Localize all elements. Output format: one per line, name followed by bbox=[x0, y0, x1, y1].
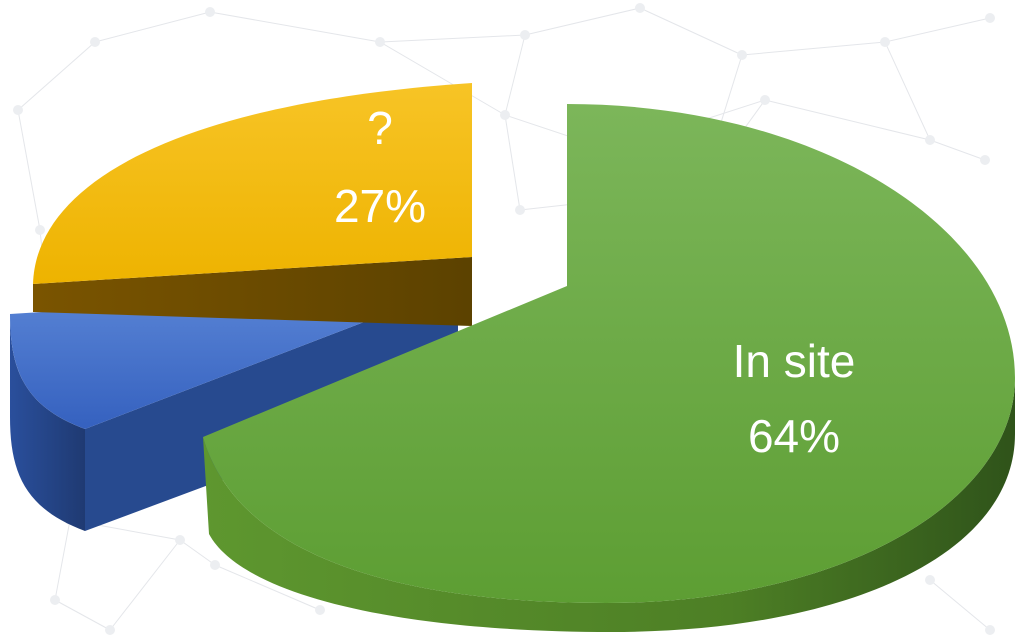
network-dot bbox=[90, 37, 100, 47]
pie-label-question-name: ? bbox=[367, 102, 393, 154]
network-line bbox=[109, 539, 181, 631]
network-dot bbox=[985, 625, 995, 635]
network-dot bbox=[737, 50, 747, 60]
pie-slice-question bbox=[33, 83, 472, 326]
network-dot bbox=[925, 575, 935, 585]
network-dot bbox=[985, 13, 995, 23]
network-line bbox=[214, 564, 321, 611]
network-dot bbox=[205, 7, 215, 17]
network-dot bbox=[515, 205, 525, 215]
network-line bbox=[884, 17, 991, 43]
network-line bbox=[179, 539, 216, 566]
network-line bbox=[379, 34, 526, 43]
network-dot bbox=[13, 105, 23, 115]
network-line bbox=[94, 11, 211, 43]
network-dot bbox=[35, 225, 45, 235]
network-dot bbox=[105, 625, 115, 635]
network-dot bbox=[210, 560, 220, 570]
network-line bbox=[379, 41, 506, 116]
network-line bbox=[524, 7, 641, 36]
network-dot bbox=[175, 535, 185, 545]
network-dot bbox=[980, 155, 990, 165]
pie-slice-in-site bbox=[203, 104, 1015, 632]
network-dot bbox=[520, 30, 530, 40]
pie-slice-question-top bbox=[33, 83, 472, 284]
pie-slice-blue-inner bbox=[85, 286, 458, 531]
network-line bbox=[504, 34, 526, 116]
network-line bbox=[17, 109, 41, 231]
pie-slice-in-site-top bbox=[203, 104, 1015, 603]
network-dot bbox=[50, 595, 60, 605]
network-line bbox=[929, 579, 991, 631]
network-dot bbox=[635, 3, 645, 13]
network-line bbox=[929, 139, 986, 161]
network-line bbox=[54, 519, 71, 601]
network-line bbox=[764, 99, 931, 141]
network-dot bbox=[760, 95, 770, 105]
pie-slice-question-side bbox=[33, 257, 472, 326]
network-line bbox=[17, 41, 96, 111]
network-line bbox=[639, 7, 743, 56]
network-dot bbox=[500, 110, 510, 120]
network-line bbox=[54, 599, 111, 631]
network-dot bbox=[925, 135, 935, 145]
pie-slice-blue-side bbox=[10, 314, 85, 531]
network-line bbox=[504, 114, 521, 211]
network-dot bbox=[315, 605, 325, 615]
network-dot bbox=[375, 37, 385, 47]
network-line bbox=[884, 41, 931, 141]
network-line bbox=[741, 41, 886, 56]
pie-label-question-percent: 27% bbox=[334, 180, 426, 232]
pie-label-in-site-name: In site bbox=[733, 335, 856, 387]
network-dot bbox=[880, 37, 890, 47]
network-line bbox=[209, 11, 381, 43]
pie-label-in-site-percent: 64% bbox=[748, 410, 840, 462]
